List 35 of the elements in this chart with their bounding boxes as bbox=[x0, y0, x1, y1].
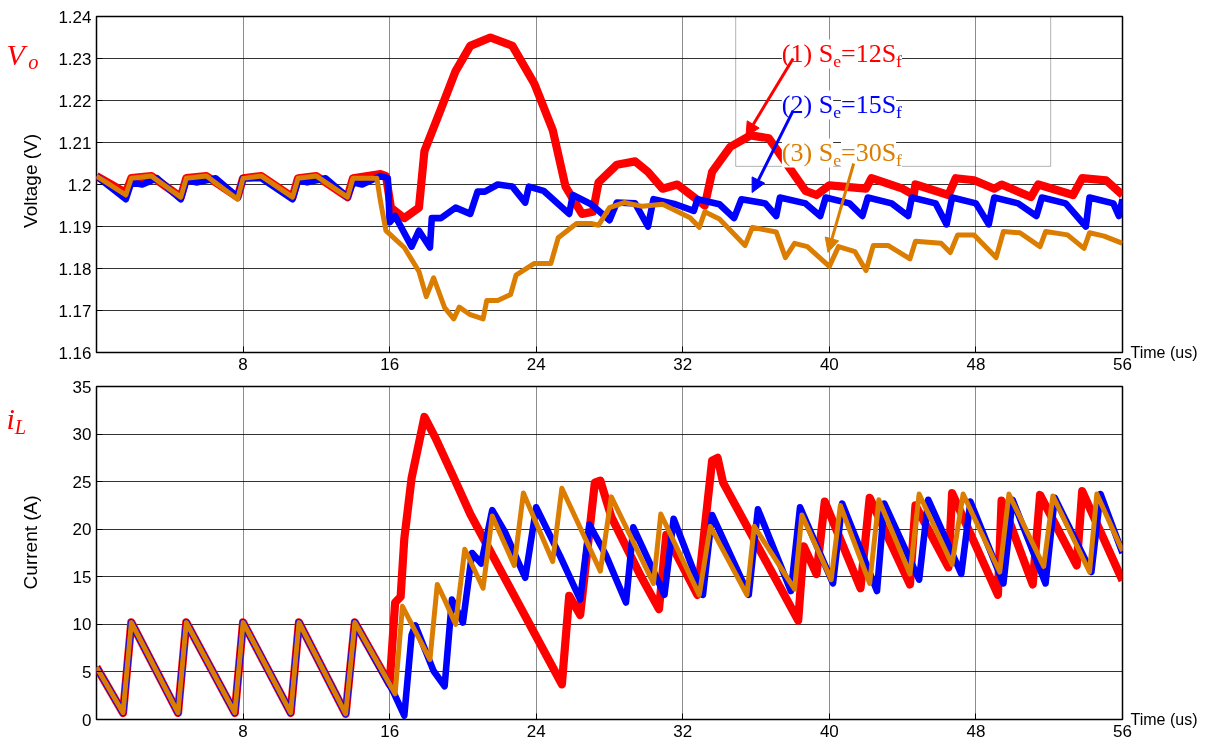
x-tick-label: 32 bbox=[673, 721, 693, 741]
x-tick-label: 48 bbox=[966, 721, 986, 741]
y-tick-label: 35 bbox=[72, 377, 92, 397]
x-tick-label: 40 bbox=[819, 721, 839, 741]
y-tick-label: 1.23 bbox=[58, 49, 92, 69]
y-tick-label: 1.17 bbox=[58, 301, 92, 321]
x-tick-label: 24 bbox=[526, 721, 546, 741]
x-tick-label: 40 bbox=[819, 354, 839, 374]
y-tick-label: 1.19 bbox=[58, 217, 92, 237]
y-tick-label: 30 bbox=[72, 425, 92, 445]
x-tick-label: 56 bbox=[1113, 354, 1132, 374]
x-tick-label: 56 bbox=[1113, 721, 1132, 741]
y-tick-label: 20 bbox=[72, 520, 92, 540]
y-tick-label: 5 bbox=[82, 662, 92, 682]
y-axis-title: Current (A) bbox=[20, 495, 41, 590]
x-tick-label: 24 bbox=[526, 354, 546, 374]
y-tick-label: 1.21 bbox=[58, 133, 92, 153]
x-tick-label: 32 bbox=[673, 354, 693, 374]
y-tick-label: 1.24 bbox=[58, 7, 92, 27]
y-tick-label: 0 bbox=[82, 710, 92, 730]
x-tick-label: 8 bbox=[238, 721, 248, 741]
y-tick-label: 1.18 bbox=[58, 259, 92, 279]
x-axis-title: Time (us) bbox=[1130, 711, 1198, 728]
x-tick-label: 16 bbox=[380, 721, 400, 741]
y-tick-label: 10 bbox=[72, 615, 92, 635]
x-tick-label: 8 bbox=[238, 354, 248, 374]
y-tick-label: 1.2 bbox=[67, 175, 92, 195]
y-tick-label: 15 bbox=[72, 567, 92, 587]
y-axis-title: Voltage (V) bbox=[20, 133, 41, 228]
x-tick-label: 48 bbox=[966, 354, 986, 374]
x-tick-label: 16 bbox=[380, 354, 400, 374]
y-tick-label: 25 bbox=[72, 472, 92, 492]
y-tick-label: 1.22 bbox=[58, 91, 92, 111]
y-tick-label: 1.16 bbox=[58, 343, 92, 363]
x-axis-title: Time (us) bbox=[1130, 344, 1198, 361]
